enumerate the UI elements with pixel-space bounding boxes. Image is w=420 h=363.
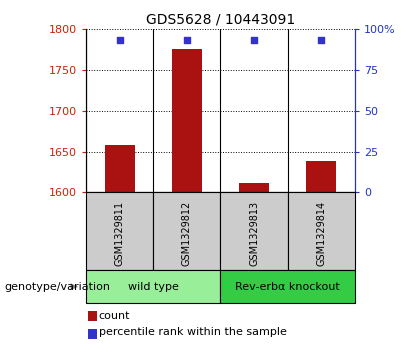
Text: wild type: wild type [128,282,179,292]
Text: GSM1329814: GSM1329814 [316,200,326,266]
Point [318,37,325,43]
Bar [306,162,336,192]
FancyBboxPatch shape [220,270,355,303]
Polygon shape [71,283,78,290]
Point [116,37,123,43]
Point [184,37,190,43]
FancyBboxPatch shape [86,270,221,303]
FancyBboxPatch shape [153,192,220,270]
FancyBboxPatch shape [86,192,153,270]
Text: count: count [99,311,130,321]
Text: percentile rank within the sample: percentile rank within the sample [99,327,286,337]
FancyBboxPatch shape [220,192,288,270]
Text: GSM1329812: GSM1329812 [182,200,192,266]
Bar [105,145,135,192]
Text: GSM1329813: GSM1329813 [249,200,259,266]
Text: genotype/variation: genotype/variation [4,282,110,292]
Bar [172,49,202,192]
Text: GSM1329811: GSM1329811 [115,200,125,266]
Point [251,37,257,43]
FancyBboxPatch shape [288,192,355,270]
Title: GDS5628 / 10443091: GDS5628 / 10443091 [146,12,295,26]
Text: Rev-erbα knockout: Rev-erbα knockout [235,282,340,292]
Bar [239,183,269,192]
